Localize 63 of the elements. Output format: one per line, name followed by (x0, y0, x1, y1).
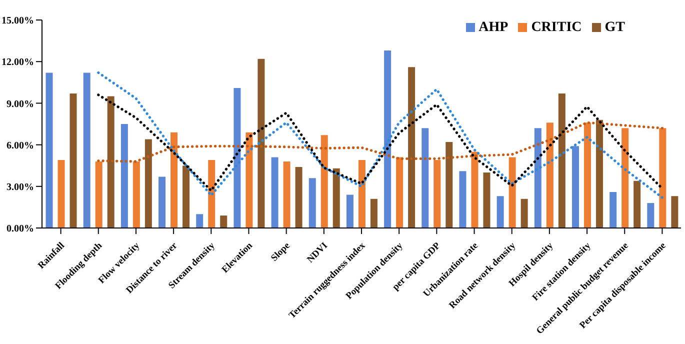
bar (246, 132, 253, 228)
bar (596, 120, 603, 228)
bar (332, 168, 340, 228)
bar (234, 88, 241, 228)
bar (83, 72, 90, 228)
bar (170, 132, 178, 228)
y-tick-label: 9.00% (6, 98, 34, 110)
legend-label: CRITIC (531, 20, 582, 35)
bar (558, 93, 566, 228)
bar (534, 128, 542, 228)
y-tick-label: 6.00% (6, 140, 34, 152)
bar (434, 160, 441, 228)
bar (572, 146, 579, 228)
bar (132, 161, 140, 228)
bar (58, 160, 65, 228)
bar (258, 58, 265, 228)
legend-label: AHP (478, 20, 508, 35)
legend-label: GT (604, 20, 625, 35)
bar (120, 124, 128, 228)
bar (283, 161, 290, 228)
bar (308, 178, 316, 228)
bar (508, 157, 516, 228)
bar (208, 160, 216, 228)
line-series (97, 71, 664, 199)
bar (408, 67, 416, 228)
y-tick-label: 12.00% (2, 57, 34, 68)
bar (70, 93, 77, 228)
bar (396, 157, 404, 228)
bar (107, 96, 114, 228)
bar (158, 176, 166, 228)
bar (584, 122, 591, 228)
bar (496, 196, 504, 228)
bar (271, 157, 278, 228)
bar (446, 142, 453, 228)
bar (520, 198, 528, 228)
line-series (97, 94, 664, 192)
bar (95, 161, 102, 228)
bar (659, 128, 666, 228)
bar (610, 192, 617, 228)
bar (546, 122, 554, 228)
bar (647, 203, 654, 228)
bar (622, 128, 629, 228)
bar (471, 152, 478, 228)
bar (46, 72, 53, 228)
bar (144, 139, 152, 228)
bar (634, 180, 641, 228)
bar (346, 194, 354, 228)
line-series (97, 121, 664, 163)
bar (483, 172, 490, 228)
bar (295, 166, 302, 228)
bar (422, 128, 429, 228)
bar (358, 160, 366, 228)
bar (459, 171, 466, 228)
bar (320, 135, 328, 228)
bar (182, 166, 190, 228)
bar (196, 214, 204, 228)
y-tick-label: 3.00% (6, 182, 34, 193)
bar (370, 198, 378, 228)
y-tick-label: 0.00% (6, 224, 34, 235)
bar (384, 50, 392, 228)
bar (220, 216, 228, 228)
y-tick-label: 15.00% (2, 16, 34, 27)
bar (671, 196, 678, 228)
